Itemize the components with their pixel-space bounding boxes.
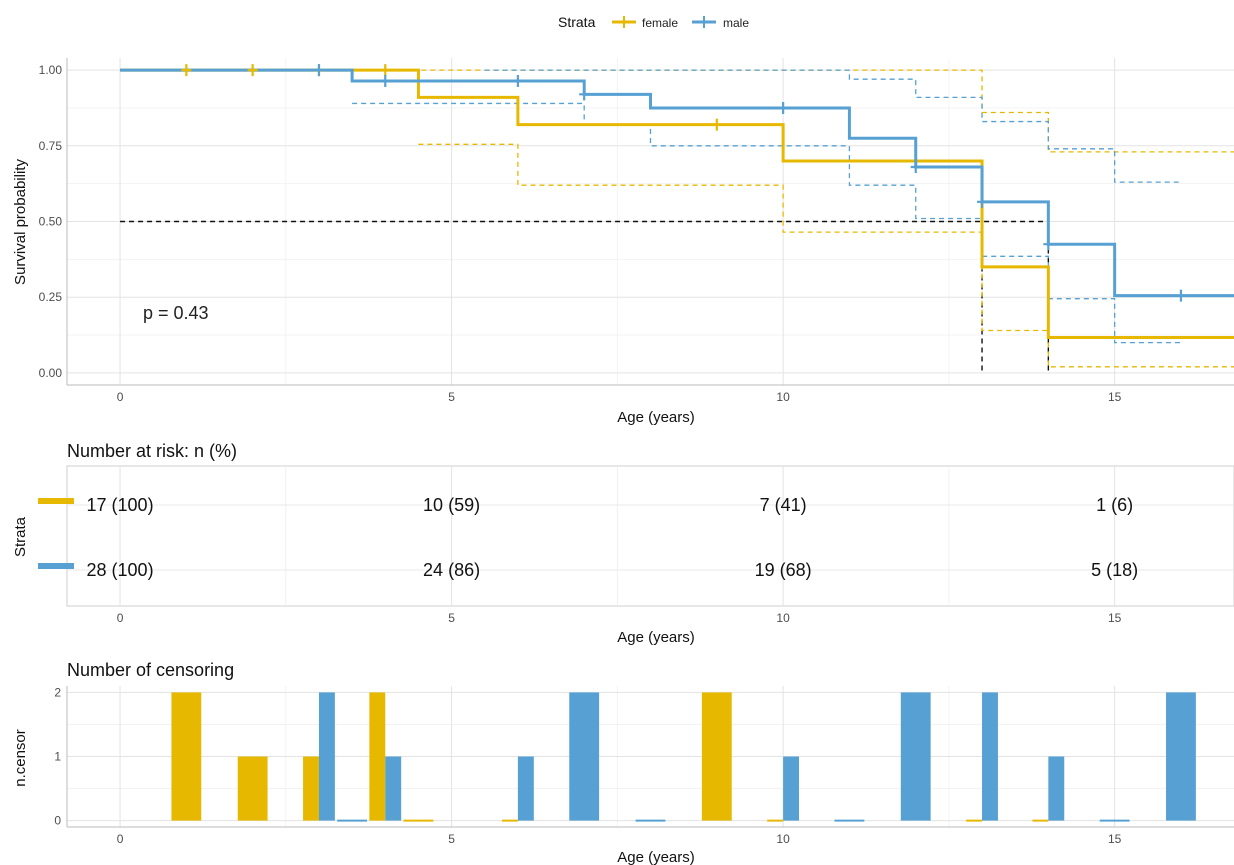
risk-cell: 5 (18) [1091, 560, 1138, 580]
male-censor-mark [579, 88, 590, 101]
censor-x-tick-label: 10 [776, 832, 790, 846]
male-censor-mark [778, 101, 789, 114]
p-value-annotation: p = 0.43 [143, 303, 209, 323]
censoring-title: Number of censoring [67, 660, 234, 680]
risk-cell: 28 (100) [87, 560, 154, 580]
risk-cell: 1 (6) [1096, 495, 1133, 515]
risk-table: Number at risk: n (%) 17 (100) 10 (59) 7 (… [12, 441, 1234, 646]
female-survival-curve [120, 68, 1234, 339]
male-censor-mark [512, 75, 523, 88]
female-censor-bar [369, 692, 386, 821]
female-censor-bar [237, 756, 268, 821]
male-censor-bar [385, 756, 402, 821]
survival-y-axis-title: Survival probability [12, 159, 29, 285]
risk-panel-border [66, 465, 1234, 607]
male-censor-bar [318, 692, 335, 821]
female-censor-bar [171, 692, 202, 821]
male-survival-curve [120, 68, 1234, 298]
censor-y-tick-label: 2 [54, 685, 61, 699]
y-tick-label: 0.25 [39, 290, 63, 304]
female-censor-mark [181, 64, 192, 77]
female-censor-mark [247, 64, 258, 77]
risk-grid [66, 465, 1234, 607]
risk-x-tick-label: 10 [776, 611, 790, 625]
censor-marks [181, 64, 1186, 302]
female-lower-ci [418, 143, 1234, 368]
male-censor-mark [1043, 238, 1054, 251]
male-censor-bar [982, 692, 998, 821]
x-tick-label: 15 [1108, 390, 1122, 404]
survival-plot: 0 5 10 15 0.00 0.25 0.50 0.75 1.00 p = 0.43 Age … [12, 58, 1234, 426]
risk-cells: 17 (100) 10 (59) 7 (41) 1 (6) 28 (100) 24 (86… [38, 495, 1138, 625]
legend-female-label: female [642, 16, 678, 30]
x-tick-label: 0 [117, 390, 124, 404]
censor-y-tick-label: 1 [54, 750, 61, 764]
male-censor-mark [313, 64, 324, 77]
risk-x-axis-title: Age (years) [617, 629, 695, 646]
risk-cell: 24 (86) [423, 560, 480, 580]
male-censor-bar [517, 756, 534, 821]
male-censor-mark [977, 195, 988, 208]
legend-title: Strata [558, 14, 596, 30]
survival-ticks: 0 5 10 15 0.00 0.25 0.50 0.75 1.00 [39, 63, 1122, 404]
survival-x-axis-title: Age (years) [617, 409, 695, 426]
x-tick-label: 5 [448, 390, 455, 404]
legend-male-label: male [723, 16, 749, 30]
risk-cell: 19 (68) [755, 560, 812, 580]
risk-x-tick-label: 5 [448, 611, 455, 625]
x-tick-label: 10 [776, 390, 790, 404]
risk-x-tick-label: 0 [117, 611, 124, 625]
risk-cell: 7 (41) [760, 495, 807, 515]
risk-x-tick-label: 15 [1108, 611, 1122, 625]
male-censor-bar [900, 692, 931, 821]
censoring-y-axis-title: n.censor [12, 729, 29, 787]
censoring-plot: Number of censoring 0 5 10 15 0 1 2 Age (years… [12, 660, 1234, 865]
censoring-bars [171, 692, 1196, 822]
male-censor-bar [569, 692, 600, 821]
risk-cell: 17 (100) [87, 495, 154, 515]
censoring-ticks: 0 5 10 15 0 1 2 [54, 685, 1121, 846]
censor-x-tick-label: 0 [117, 832, 124, 846]
censor-y-tick-label: 0 [54, 814, 61, 828]
y-tick-label: 0.50 [39, 215, 63, 229]
female-censor-mark [711, 118, 722, 131]
censor-x-tick-label: 15 [1108, 832, 1122, 846]
risk-y-axis-title: Strata [12, 516, 29, 557]
legend: Strata female male [558, 14, 749, 30]
male-censor-bar [1166, 692, 1196, 821]
y-tick-label: 0.75 [39, 139, 63, 153]
censor-x-tick-label: 5 [448, 832, 455, 846]
female-censor-bar [303, 756, 319, 821]
male-censor-mark [380, 75, 391, 88]
male-upper-ci [484, 69, 1181, 183]
male-censor-bar [1048, 756, 1065, 821]
risk-table-title: Number at risk: n (%) [67, 441, 237, 461]
y-tick-label: 1.00 [39, 63, 63, 77]
survival-curves [120, 68, 1234, 373]
female-censor-bar [701, 692, 732, 821]
risk-cell: 10 (59) [423, 495, 480, 515]
female-censor-mark [380, 64, 391, 77]
male-censor-mark [910, 161, 921, 173]
female-upper-ci [385, 69, 1234, 153]
y-tick-label: 0.00 [39, 366, 63, 380]
male-censor-bar [783, 756, 800, 821]
male-censor-mark [1175, 289, 1186, 302]
censoring-x-axis-title: Age (years) [617, 849, 695, 865]
